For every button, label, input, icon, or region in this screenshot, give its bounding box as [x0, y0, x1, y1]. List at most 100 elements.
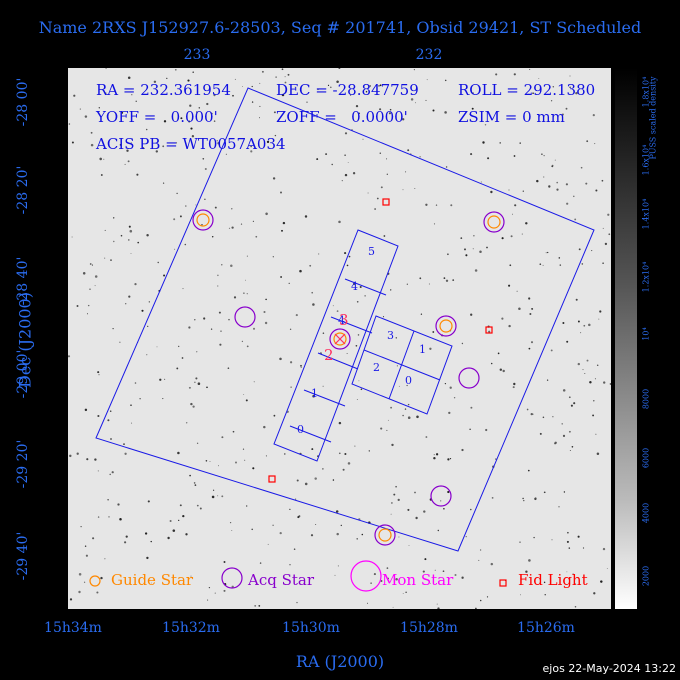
background-star — [146, 354, 148, 356]
background-star — [472, 248, 474, 250]
background-star — [554, 159, 556, 161]
background-star — [528, 559, 531, 562]
background-star — [189, 474, 191, 477]
background-star — [452, 279, 455, 281]
background-star — [568, 547, 571, 549]
background-star — [350, 94, 352, 96]
background-star — [475, 607, 477, 609]
chip-divider — [317, 352, 359, 370]
background-star — [435, 204, 438, 206]
background-star — [429, 347, 432, 350]
background-star — [242, 86, 243, 87]
background-star — [251, 528, 253, 531]
background-star — [94, 285, 96, 287]
background-star — [531, 308, 533, 310]
info-zoff: ZOFF = 0.0000' — [276, 108, 408, 126]
background-star — [586, 140, 589, 143]
background-star — [523, 499, 525, 502]
guide-star-marker — [439, 319, 453, 333]
background-star — [300, 364, 302, 367]
background-star — [182, 288, 184, 290]
background-star — [461, 342, 464, 345]
background-star — [218, 465, 219, 467]
fid-light-marker — [268, 475, 276, 483]
background-star — [547, 251, 549, 254]
background-star — [217, 285, 219, 287]
background-star — [274, 134, 277, 137]
background-star — [433, 454, 435, 456]
background-star — [502, 369, 505, 373]
background-star — [232, 94, 234, 97]
background-star — [573, 195, 575, 198]
background-star — [406, 384, 408, 387]
background-star — [472, 92, 474, 95]
background-star — [422, 570, 425, 573]
background-star — [147, 141, 149, 143]
background-star — [322, 385, 324, 387]
background-star — [119, 517, 122, 521]
background-star — [428, 283, 430, 285]
background-star — [415, 102, 416, 104]
chip-divider — [363, 349, 441, 381]
background-star — [543, 491, 546, 494]
background-star — [98, 374, 100, 376]
background-star — [190, 402, 193, 406]
background-star — [395, 578, 398, 581]
background-star — [204, 198, 206, 201]
background-star — [425, 99, 427, 101]
left-tick: -28 20' — [15, 165, 31, 215]
y-axis-label: Dec (J2000) — [15, 292, 35, 388]
background-star — [512, 213, 513, 215]
sky-image: 0 1 4 5 4 0 1 2 3 2 3 — [68, 68, 611, 609]
background-star — [259, 82, 261, 84]
background-star — [490, 362, 493, 365]
background-star — [78, 590, 81, 594]
background-star — [379, 84, 382, 87]
fid-light-marker — [485, 326, 493, 334]
background-star — [550, 100, 553, 102]
background-star — [575, 91, 578, 95]
background-star — [163, 274, 166, 277]
background-star — [437, 529, 440, 532]
background-star — [370, 582, 372, 584]
background-star — [542, 264, 544, 266]
background-star — [509, 264, 512, 267]
background-star — [124, 541, 127, 544]
background-star — [297, 516, 300, 519]
background-star — [109, 437, 113, 441]
background-star — [445, 166, 448, 168]
background-star — [304, 215, 308, 218]
background-star — [577, 362, 580, 366]
background-star — [525, 222, 528, 225]
background-star — [163, 120, 167, 123]
background-star — [330, 86, 332, 89]
chip-label-s4: 4 — [338, 314, 345, 327]
background-star — [265, 212, 268, 216]
background-star — [146, 234, 149, 237]
top-tick-232: 232 — [415, 47, 443, 63]
background-star — [92, 537, 95, 540]
background-star — [150, 540, 152, 543]
background-star — [490, 190, 493, 194]
background-star — [117, 503, 120, 506]
background-star — [449, 386, 452, 389]
background-star — [465, 254, 468, 257]
background-star — [437, 607, 440, 609]
background-star — [556, 188, 559, 191]
background-star — [444, 382, 447, 385]
background-star — [338, 452, 341, 455]
background-star — [76, 452, 79, 455]
info-yoff: YOFF = 0.000' — [96, 108, 218, 126]
background-star — [336, 80, 339, 84]
background-star — [134, 282, 137, 286]
background-star — [534, 497, 537, 500]
background-star — [391, 502, 393, 504]
background-star — [246, 345, 249, 348]
background-star — [443, 507, 445, 510]
background-star — [97, 371, 100, 374]
background-star — [221, 264, 223, 266]
field-overlay: 0 1 4 5 4 0 1 2 3 2 3 — [68, 68, 611, 609]
background-star — [569, 75, 571, 77]
background-star — [204, 167, 207, 171]
background-star — [205, 460, 208, 462]
